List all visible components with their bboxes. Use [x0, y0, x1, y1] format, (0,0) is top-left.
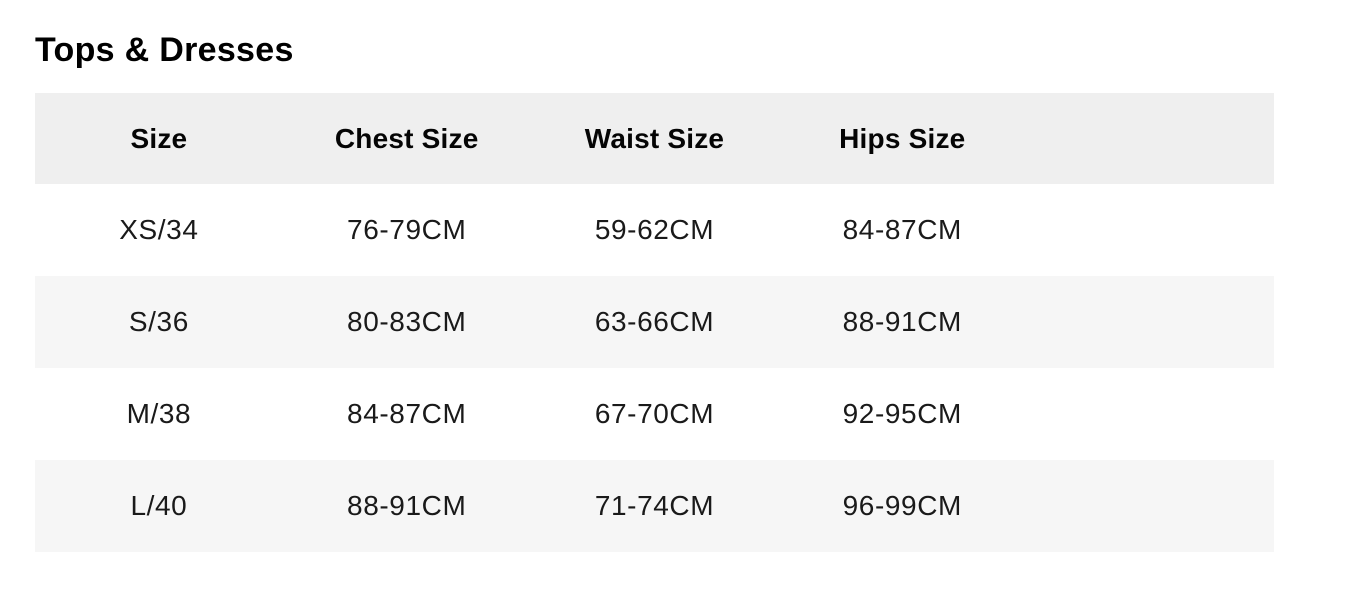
chest-cell: 84-87CM — [347, 398, 467, 429]
header-spacer-cell — [1026, 93, 1274, 184]
size-cell: M/38 — [126, 398, 192, 429]
size-chart-body: XS/34 76-79CM 59-62CM 84-87CM S/36 80-83… — [35, 184, 1274, 552]
table-row-l: L/40 88-91CM 71-74CM 96-99CM — [35, 460, 1274, 552]
waist-cell: 59-62CM — [594, 214, 715, 245]
hips-cell: 96-99CM — [842, 490, 962, 521]
column-header-hips-size: Hips Size — [839, 122, 966, 154]
size-cell: L/40 — [130, 490, 188, 521]
table-row-m: M/38 84-87CM 67-70CM 92-95CM — [35, 368, 1274, 460]
waist-cell: 67-70CM — [594, 398, 715, 429]
size-guide-section: Tops & Dresses Size Chest Size Waist Siz… — [35, 31, 1274, 552]
column-header-size: Size — [130, 122, 188, 154]
size-cell: XS/34 — [119, 214, 199, 245]
spacer-cell — [1026, 276, 1274, 368]
waist-cell: 71-74CM — [594, 490, 715, 521]
hips-cell: 84-87CM — [842, 214, 962, 245]
chest-cell: 80-83CM — [347, 306, 467, 337]
spacer-cell — [1026, 368, 1274, 460]
header-row: Size Chest Size Waist Size Hips Size — [35, 93, 1274, 184]
page-title: Tops & Dresses — [35, 31, 294, 69]
hips-cell: 88-91CM — [842, 306, 962, 337]
table-row-s: S/36 80-83CM 63-66CM 88-91CM — [35, 276, 1274, 368]
column-header-waist-size: Waist Size — [584, 122, 725, 154]
spacer-cell — [1026, 460, 1274, 552]
size-chart-header: Size Chest Size Waist Size Hips Size — [35, 93, 1274, 184]
chest-cell: 76-79CM — [347, 214, 467, 245]
chest-cell: 88-91CM — [347, 490, 467, 521]
waist-cell: 63-66CM — [594, 306, 715, 337]
spacer-cell — [1026, 184, 1274, 276]
hips-cell: 92-95CM — [842, 398, 962, 429]
table-row-xs: XS/34 76-79CM 59-62CM 84-87CM — [35, 184, 1274, 276]
size-chart-table: Size Chest Size Waist Size Hips Size XS/… — [35, 93, 1274, 552]
size-cell: S/36 — [128, 306, 189, 337]
column-header-chest-size: Chest Size — [334, 122, 479, 154]
